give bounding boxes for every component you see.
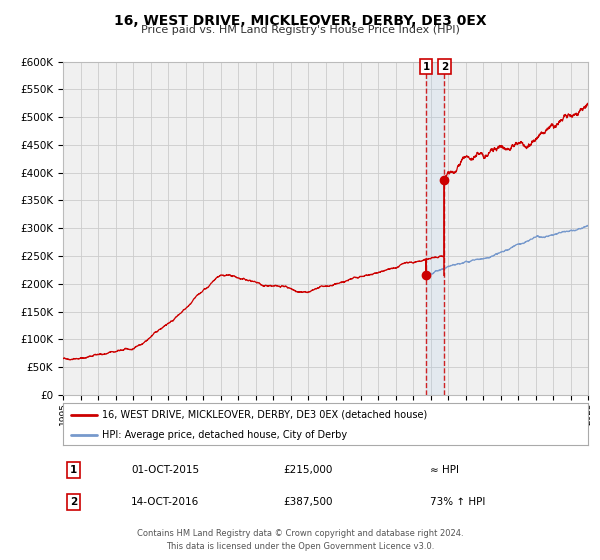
Text: 2: 2 [440,62,448,72]
Text: HPI: Average price, detached house, City of Derby: HPI: Average price, detached house, City… [103,430,347,440]
Text: 01-OCT-2015: 01-OCT-2015 [131,465,199,475]
Text: 16, WEST DRIVE, MICKLEOVER, DERBY, DE3 0EX: 16, WEST DRIVE, MICKLEOVER, DERBY, DE3 0… [113,14,487,28]
Text: ≈ HPI: ≈ HPI [431,465,460,475]
Text: 73% ↑ HPI: 73% ↑ HPI [431,497,486,507]
Text: £215,000: £215,000 [284,465,333,475]
Text: 14-OCT-2016: 14-OCT-2016 [131,497,199,507]
Text: 1: 1 [422,62,430,72]
Text: Price paid vs. HM Land Registry's House Price Index (HPI): Price paid vs. HM Land Registry's House … [140,25,460,35]
Text: 2: 2 [70,497,77,507]
Bar [426,62,445,395]
Text: £387,500: £387,500 [284,497,333,507]
Text: Contains HM Land Registry data © Crown copyright and database right 2024.
This d: Contains HM Land Registry data © Crown c… [137,529,463,550]
Text: 16, WEST DRIVE, MICKLEOVER, DERBY, DE3 0EX (detached house): 16, WEST DRIVE, MICKLEOVER, DERBY, DE3 0… [103,409,428,419]
Text: 1: 1 [70,465,77,475]
